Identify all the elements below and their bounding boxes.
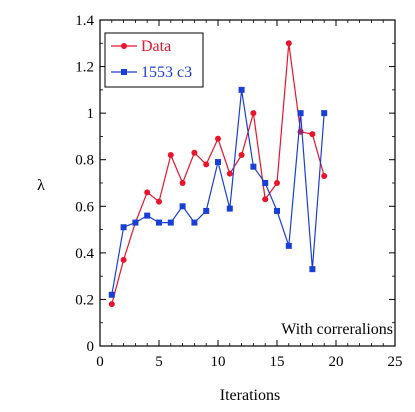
data-point [262,196,269,203]
legend-label-1553c3: 1553 c3 [141,64,192,81]
legend-box [104,32,204,88]
data-point [226,205,233,212]
data-point [191,219,198,226]
data-point [203,161,210,168]
data-point [285,242,292,249]
data-point [179,180,186,186]
data-point [144,189,151,196]
data-point [238,86,245,93]
y-tick-label: 0.4 [75,246,94,262]
data-point [191,149,198,156]
data-point [156,198,162,205]
data-point [215,159,221,166]
axis-tick-labels: 0 5 10 15 20 25 0 0.2 0.4 0.6 0.8 1 1.2 1.4 [75,13,402,370]
data-point [226,170,233,177]
data-point [108,301,115,308]
axis-ticks [99,19,396,347]
series-line [111,89,325,295]
data-point [297,110,304,117]
data-point [108,291,115,298]
x-tick-label: 5 [155,354,163,370]
legend-marker-1553c3 [121,69,127,75]
data-point [203,207,210,214]
series-data [108,40,328,308]
data-point [156,219,162,226]
x-tick-label: 15 [270,354,285,370]
y-tick-label: 1 [87,106,95,122]
y-tick-label: 0.8 [75,153,94,169]
data-point [309,266,316,273]
series-1553-c3 [108,86,328,298]
x-tick-label: 20 [329,354,344,370]
data-point [215,135,221,142]
data-point [262,180,269,186]
data-point [321,173,328,180]
data-point [274,180,280,186]
x-tick-label: 0 [96,354,104,370]
x-tick-label: 25 [388,354,403,370]
legend-marker-data [121,43,127,49]
y-tick-label: 1.2 [75,60,94,76]
y-tick-label: 0 [87,339,95,355]
data-point [120,256,127,263]
data-point [144,212,151,219]
legend-label-data: Data [141,38,171,55]
x-axis-title: Iterations [220,387,280,404]
y-tick-label: 0.2 [75,292,94,308]
data-point [250,110,257,117]
y-tick-label: 0.6 [75,199,94,215]
data-point [309,131,316,138]
y-tick-label: 1.4 [75,13,94,29]
data-point [167,219,174,226]
data-point [179,203,186,210]
y-axis-title: λ [37,177,45,194]
annotation-text: With correralions [281,321,393,338]
data-point [285,40,292,47]
data-point [132,219,139,226]
data-point [167,152,174,159]
data-point [321,110,328,117]
series-layer [108,40,328,308]
data-point [120,224,127,231]
x-tick-label: 10 [211,354,226,370]
legend: Data 1553 c3 [104,32,204,88]
data-point [274,207,280,214]
data-point [238,152,245,159]
data-point [250,163,257,170]
